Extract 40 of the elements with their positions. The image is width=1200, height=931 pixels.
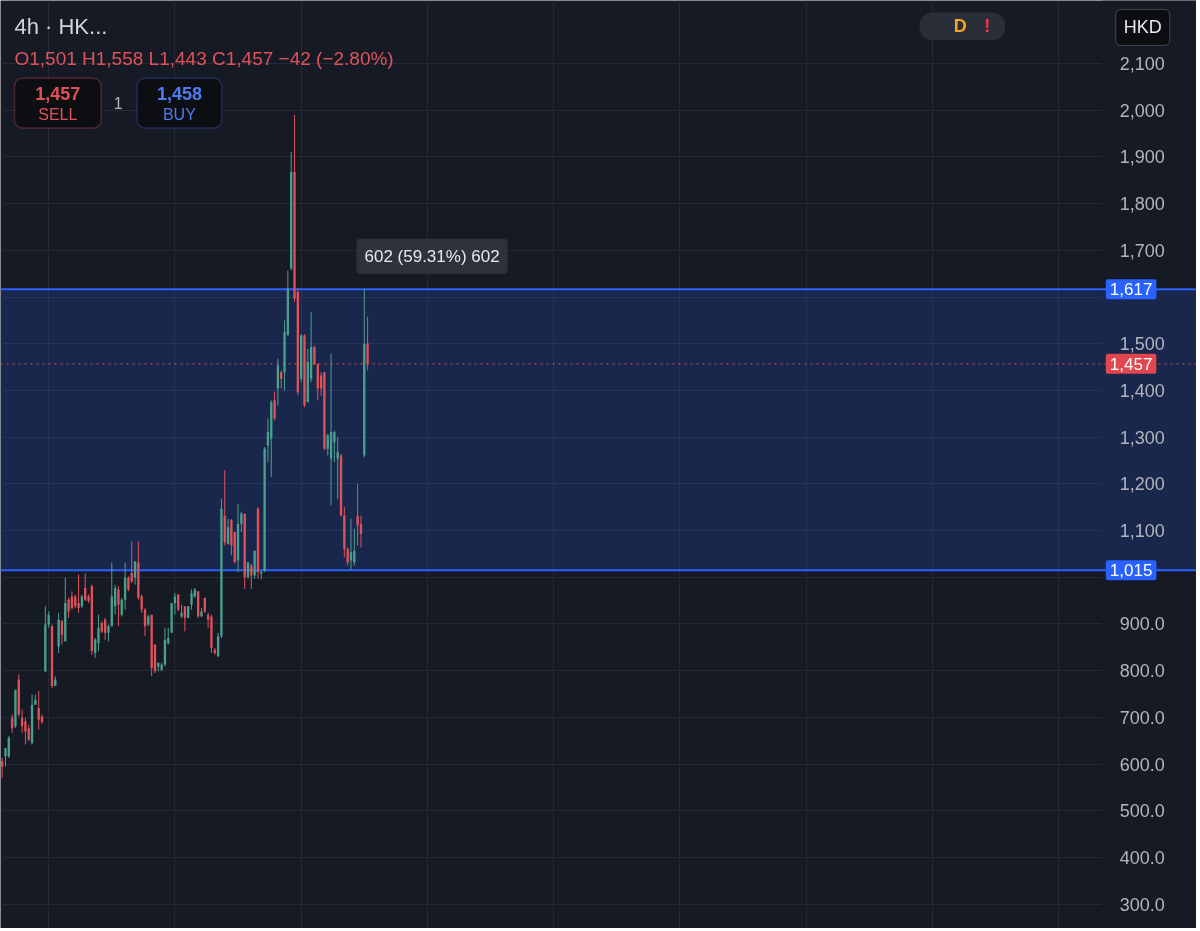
candlestick [336,436,339,500]
y-tick-label: 900.0 [1119,614,1165,635]
annotation: 1,457 [35,83,81,104]
y-tick-label: 2,100 [1119,54,1165,75]
band-label: 602 (59.31%) 602 [364,246,500,266]
annotation: ! [984,16,991,37]
candlestick [190,588,193,611]
text: 4h · HK... [14,13,108,39]
candlestick [77,573,80,614]
y-tick-label: 1,500 [1119,334,1165,355]
y-tick-label: 1,300 [1119,427,1165,448]
y-tick-label: 600.0 [1119,754,1165,775]
ref-line-label: 1,617 [1109,280,1153,300]
y-tick-label: 1,700 [1119,240,1165,261]
y-tick-label: 1,400 [1119,380,1165,401]
y-tick-label: 800.0 [1119,661,1165,682]
candlestick [273,391,276,421]
annotation: 1 [113,95,123,113]
y-tick-label: 400.0 [1119,848,1165,869]
candlestick [356,483,359,547]
y-tick-label: 1,900 [1119,147,1165,168]
annotation: D [953,16,967,37]
y-axis-title: HKD [1123,17,1162,38]
annotation: SELL [38,105,78,123]
y-tick-label: 700.0 [1119,707,1165,728]
annotation: 1,458 [156,83,202,104]
annotation: BUY [162,105,197,123]
text: O1,501 H1,558 L1,443 C1,457 −42 (−2.80%) [14,47,394,69]
y-tick-label: 1,200 [1119,474,1165,495]
y-tick-label: 300.0 [1119,894,1165,915]
ref-line-label: 1,457 [1109,354,1153,374]
candlestick [280,369,283,390]
y-tick-label: 2,000 [1119,100,1165,121]
candlestick [60,619,64,646]
y-tick-label: 500.0 [1119,801,1165,822]
candlestick [117,585,120,627]
y-tick-label: 1,800 [1119,194,1165,215]
y-tick-label: 1,100 [1119,521,1165,542]
ref-line-label: 1,015 [1109,561,1153,581]
candlestick [326,433,329,456]
